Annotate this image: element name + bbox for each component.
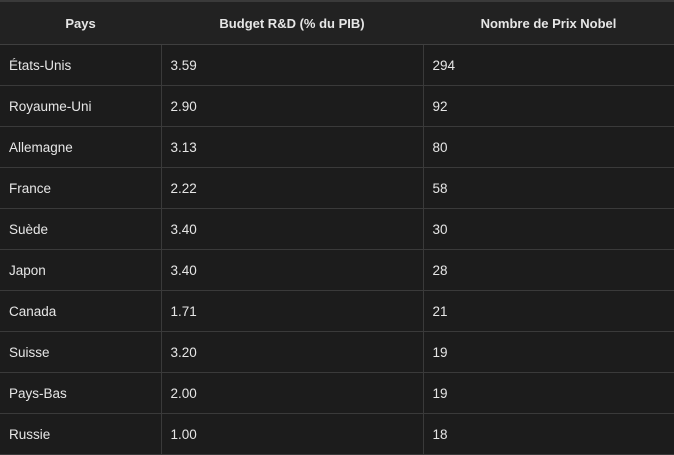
cell-rd-budget: 1.71 [160, 290, 424, 332]
cell-country: France [0, 167, 162, 209]
cell-nobel-count: 294 [422, 44, 674, 86]
cell-nobel-count: 30 [422, 208, 674, 250]
cell-country: Pays-Bas [0, 372, 162, 414]
table-row: Suisse 3.20 19 [0, 331, 674, 373]
cell-nobel-count: 92 [422, 85, 674, 127]
cell-country: Suède [0, 208, 162, 250]
cell-nobel-count: 80 [422, 126, 674, 168]
header-row: Pays Budget R&D (% du PIB) Nombre de Pri… [0, 0, 674, 45]
cell-country: États-Unis [0, 44, 162, 86]
cell-rd-budget: 3.13 [160, 126, 424, 168]
header-country: Pays [0, 0, 161, 45]
header-nobel-count: Nombre de Prix Nobel [423, 0, 674, 45]
cell-nobel-count: 58 [422, 167, 674, 209]
cell-nobel-count: 18 [422, 413, 674, 455]
cell-rd-budget: 3.40 [160, 249, 424, 291]
cell-rd-budget: 3.59 [160, 44, 424, 86]
table-row: Canada 1.71 21 [0, 290, 674, 332]
cell-nobel-count: 21 [422, 290, 674, 332]
table-row: Russie 1.00 18 [0, 413, 674, 455]
table-row: Suède 3.40 30 [0, 208, 674, 250]
cell-country: Suisse [0, 331, 162, 373]
cell-nobel-count: 19 [422, 372, 674, 414]
cell-nobel-count: 28 [422, 249, 674, 291]
cell-rd-budget: 2.00 [160, 372, 424, 414]
cell-country: Japon [0, 249, 162, 291]
table-row: France 2.22 58 [0, 167, 674, 209]
table-row: Pays-Bas 2.00 19 [0, 372, 674, 414]
cell-country: Canada [0, 290, 162, 332]
cell-rd-budget: 3.40 [160, 208, 424, 250]
table-row: Royaume-Uni 2.90 92 [0, 85, 674, 127]
cell-country: Allemagne [0, 126, 162, 168]
table-row: Allemagne 3.13 80 [0, 126, 674, 168]
cell-country: Russie [0, 413, 162, 455]
header-rd-budget: Budget R&D (% du PIB) [161, 0, 423, 45]
cell-rd-budget: 1.00 [160, 413, 424, 455]
table-row: Japon 3.40 28 [0, 249, 674, 291]
cell-rd-budget: 2.90 [160, 85, 424, 127]
cell-rd-budget: 2.22 [160, 167, 424, 209]
table-row: États-Unis 3.59 294 [0, 44, 674, 86]
cell-rd-budget: 3.20 [160, 331, 424, 373]
cell-country: Royaume-Uni [0, 85, 162, 127]
cell-nobel-count: 19 [422, 331, 674, 373]
